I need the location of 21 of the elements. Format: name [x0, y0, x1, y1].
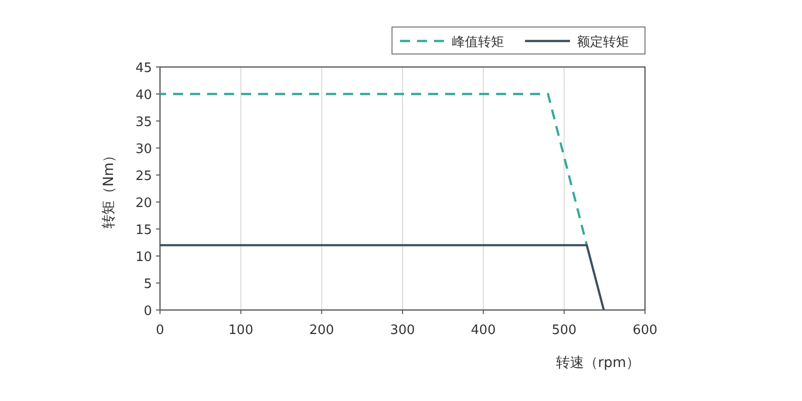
y-axis-title: 转矩（Nm） — [101, 148, 117, 229]
x-tick-label: 200 — [309, 323, 334, 338]
x-axis-title: 转速（rpm） — [556, 355, 640, 371]
y-tick-label: 45 — [135, 61, 152, 76]
y-tick-label: 20 — [135, 196, 152, 211]
y-tick-label: 30 — [135, 142, 152, 157]
y-tick-label: 40 — [135, 88, 152, 103]
x-tick-label: 300 — [390, 323, 415, 338]
x-tick-label: 500 — [552, 323, 577, 338]
x-tick-label: 600 — [632, 323, 658, 338]
legend-label: 峰值转矩 — [452, 35, 504, 50]
y-tick-label: 25 — [135, 169, 152, 184]
y-tick-label: 35 — [135, 115, 152, 130]
y-tick-label: 15 — [135, 223, 152, 238]
x-tick-label: 0 — [156, 323, 164, 338]
legend-label: 额定转矩 — [577, 35, 629, 50]
x-tick-label: 100 — [228, 323, 254, 338]
y-tick-label: 5 — [144, 277, 152, 292]
x-tick-label: 400 — [470, 323, 496, 338]
y-tick-label: 0 — [144, 304, 152, 319]
y-tick-label: 10 — [135, 250, 152, 265]
